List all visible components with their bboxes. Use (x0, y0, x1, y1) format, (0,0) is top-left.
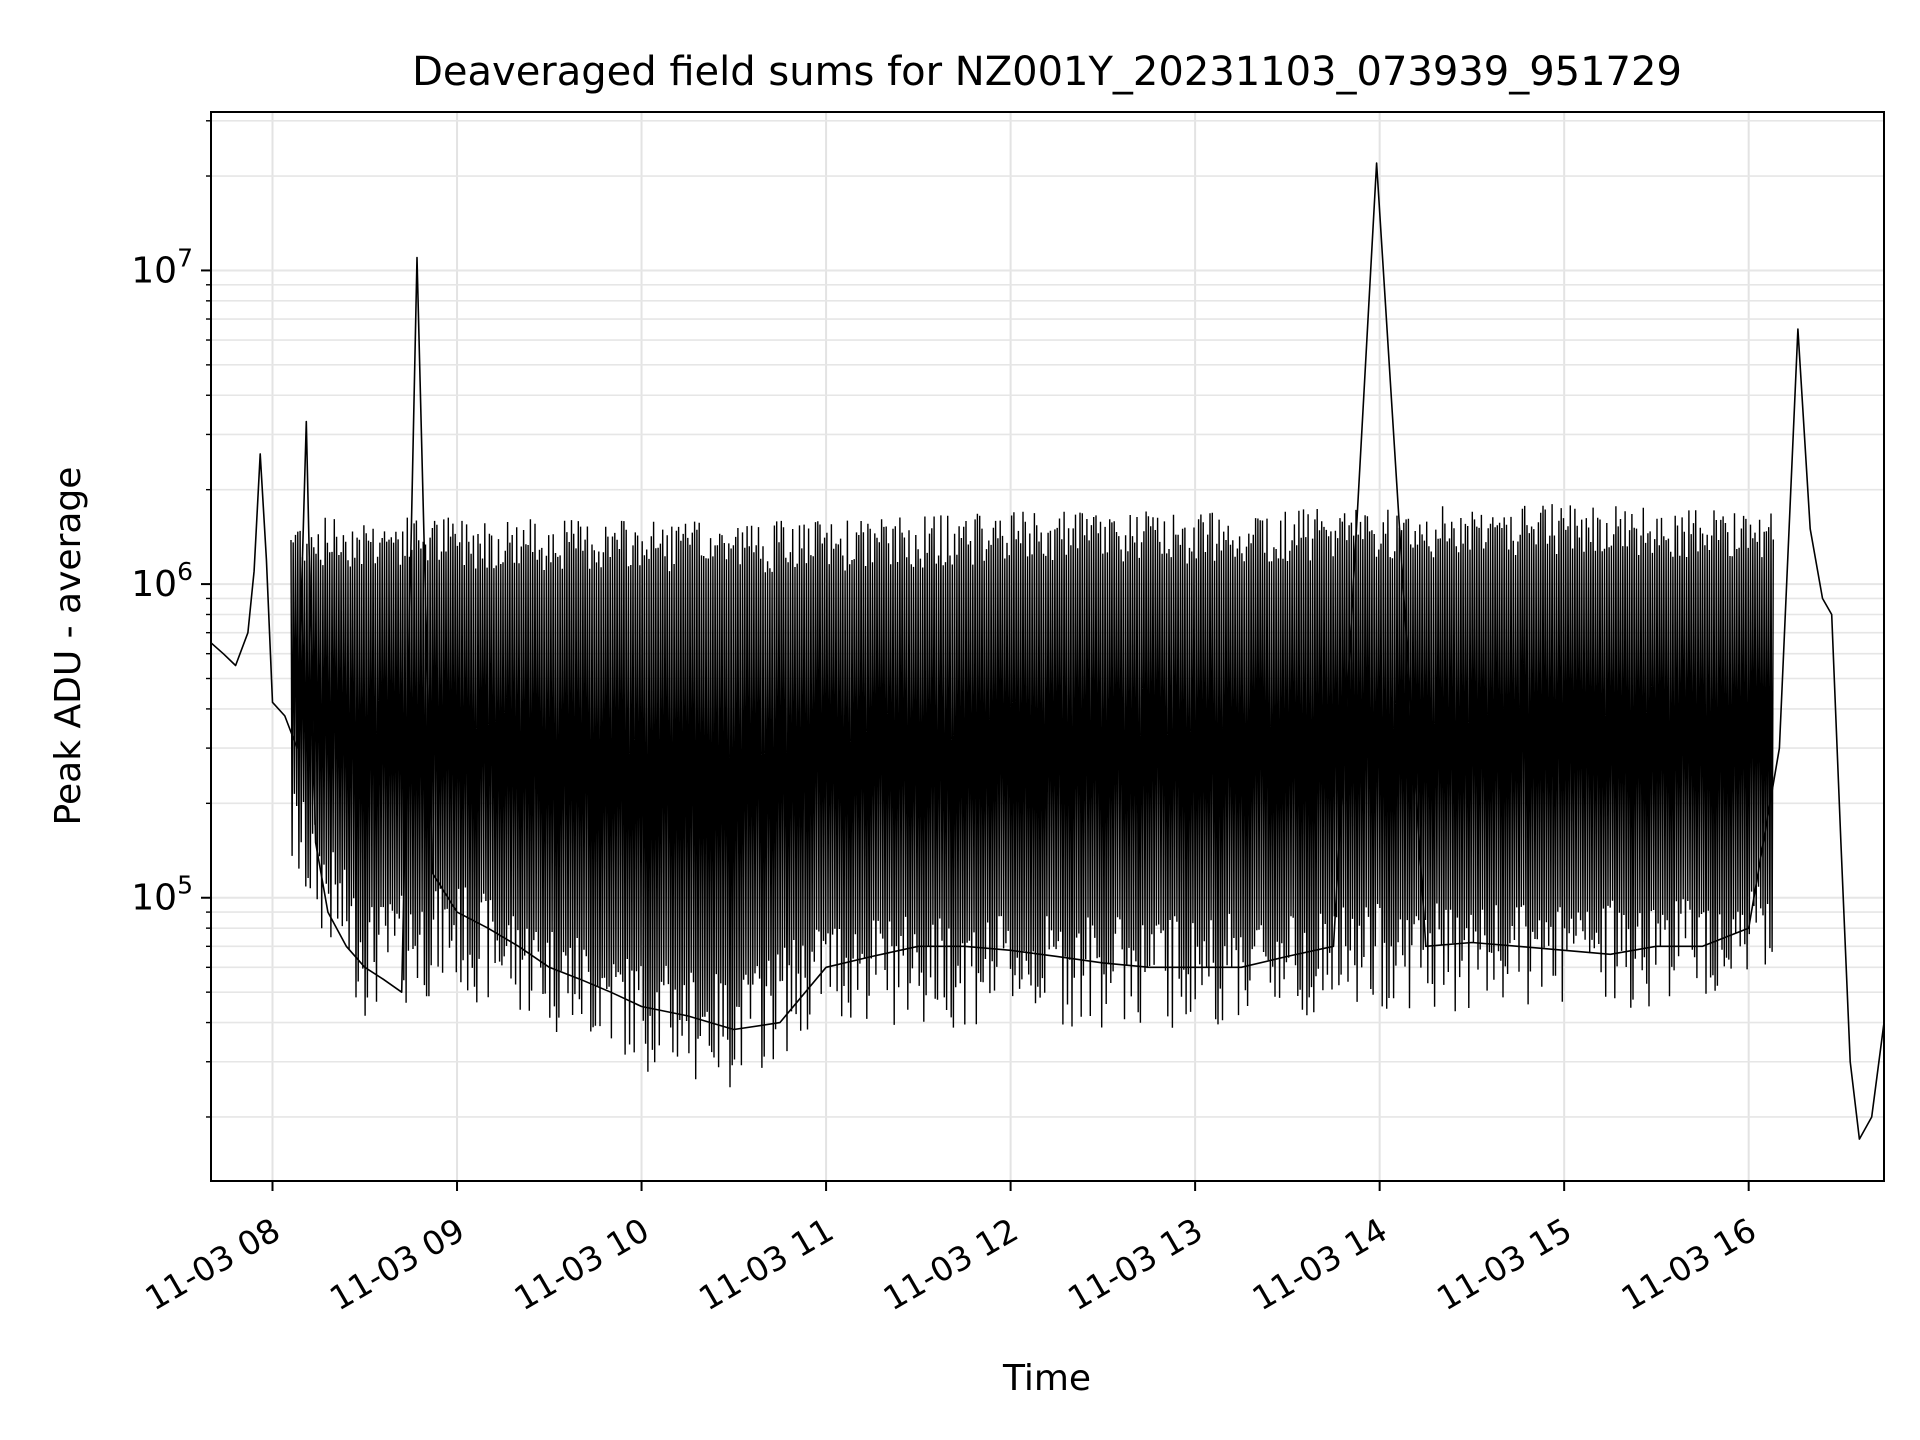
y-tick-label: 107 (131, 243, 193, 291)
series-band (290, 504, 1774, 1088)
y-axis-label: Peak ADU - average (48, 467, 89, 826)
axes-frame (210, 111, 1885, 1182)
y-tick-label: 106 (131, 557, 193, 605)
y-tick-label: 105 (131, 871, 193, 919)
series-line (210, 162, 1885, 1140)
x-axis-label: Time (1002, 1358, 1091, 1399)
plot-area (210, 162, 1885, 1140)
chart-title: Deaveraged field sums for NZ001Y_2023110… (412, 49, 1682, 95)
